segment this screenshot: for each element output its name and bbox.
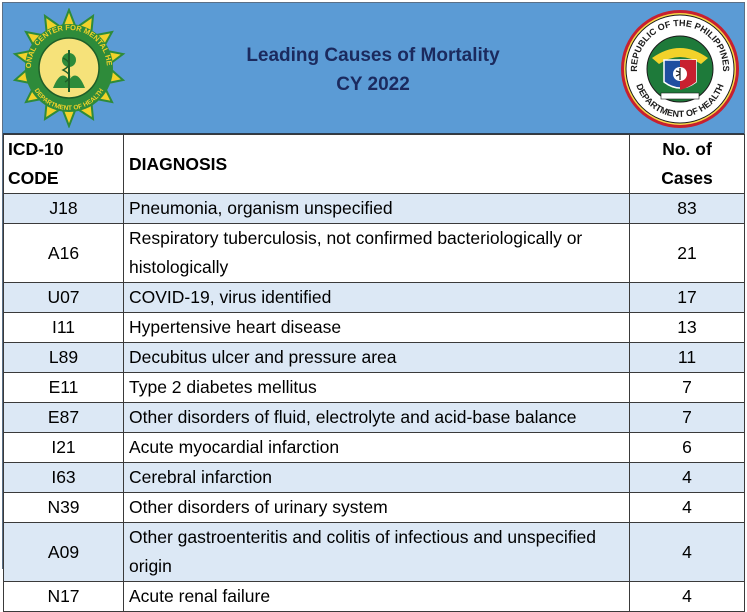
- row-cases: 4: [629, 581, 745, 612]
- title-line-1: Leading Causes of Mortality: [246, 45, 500, 66]
- row-diagnosis: Pneumonia, organism unspecified: [123, 193, 630, 224]
- row-code: I21: [3, 432, 124, 463]
- row-diagnosis: Other disorders of urinary system: [123, 492, 630, 523]
- row-cases: 4: [629, 522, 745, 582]
- row-diagnosis: COVID-19, virus identified: [123, 282, 630, 313]
- table-row: J18 Pneumonia, organism unspecified 83: [3, 193, 745, 224]
- table-row: A09 Other gastroenteritis and colitis of…: [3, 522, 745, 582]
- table-row: I21 Acute myocardial infarction 6: [3, 432, 745, 463]
- report-title: Leading Causes of Mortality CY 2022: [143, 41, 603, 99]
- row-cases: 11: [629, 342, 745, 373]
- row-code: E87: [3, 402, 124, 433]
- row-code: U07: [3, 282, 124, 313]
- row-diagnosis: Other disorders of fluid, electrolyte an…: [123, 402, 630, 433]
- table-row: A16 Respiratory tuberculosis, not confir…: [3, 223, 745, 283]
- row-code: A16: [3, 223, 124, 283]
- column-header-diagnosis: DIAGNOSIS: [123, 134, 630, 194]
- table-row: I11 Hypertensive heart disease 13: [3, 312, 745, 343]
- ncmh-logo: NATIONAL CENTER FOR MENTAL HEALTH DEPART…: [9, 8, 126, 128]
- row-cases: 7: [629, 372, 745, 403]
- row-cases: 13: [629, 312, 745, 343]
- row-cases: 6: [629, 432, 745, 463]
- column-header-code: ICD-10 CODE: [3, 134, 124, 194]
- row-diagnosis: Acute myocardial infarction: [123, 432, 630, 463]
- row-cases: 83: [629, 193, 745, 224]
- doh-seal-logo: REPUBLIC OF THE PHILIPPINES DEPARTMENT O…: [621, 10, 739, 128]
- row-diagnosis: Type 2 diabetes mellitus: [123, 372, 630, 403]
- row-cases: 7: [629, 402, 745, 433]
- table-row: L89 Decubitus ulcer and pressure area 11: [3, 342, 745, 373]
- row-code: I63: [3, 462, 124, 493]
- row-code: E11: [3, 372, 124, 403]
- row-code: J18: [3, 193, 124, 224]
- mortality-table: ICD-10 CODE DIAGNOSIS No. of Cases J18 P…: [3, 134, 745, 612]
- table-header-row: ICD-10 CODE DIAGNOSIS No. of Cases: [3, 134, 745, 194]
- table-row: N17 Acute renal failure 4: [3, 581, 745, 612]
- row-cases: 4: [629, 492, 745, 523]
- table-row: I63 Cerebral infarction 4: [3, 462, 745, 493]
- row-code: L89: [3, 342, 124, 373]
- row-code: N39: [3, 492, 124, 523]
- row-code: N17: [3, 581, 124, 612]
- row-cases: 4: [629, 462, 745, 493]
- row-code: A09: [3, 522, 124, 582]
- row-diagnosis: Other gastroenteritis and colitis of inf…: [123, 522, 630, 582]
- row-diagnosis: Hypertensive heart disease: [123, 312, 630, 343]
- row-code: I11: [3, 312, 124, 343]
- table-row: E11 Type 2 diabetes mellitus 7: [3, 372, 745, 403]
- title-line-2: CY 2022: [336, 74, 410, 95]
- row-diagnosis: Acute renal failure: [123, 581, 630, 612]
- row-cases: 21: [629, 223, 745, 283]
- row-diagnosis: Decubitus ulcer and pressure area: [123, 342, 630, 373]
- row-cases: 17: [629, 282, 745, 313]
- column-header-cases: No. of Cases: [629, 134, 745, 194]
- table-row: E87 Other disorders of fluid, electrolyt…: [3, 402, 745, 433]
- table-row: N39 Other disorders of urinary system 4: [3, 492, 745, 523]
- row-diagnosis: Cerebral infarction: [123, 462, 630, 493]
- table-row: U07 COVID-19, virus identified 17: [3, 282, 745, 313]
- row-diagnosis: Respiratory tuberculosis, not confirmed …: [123, 223, 630, 283]
- report-header: NATIONAL CENTER FOR MENTAL HEALTH DEPART…: [3, 3, 744, 134]
